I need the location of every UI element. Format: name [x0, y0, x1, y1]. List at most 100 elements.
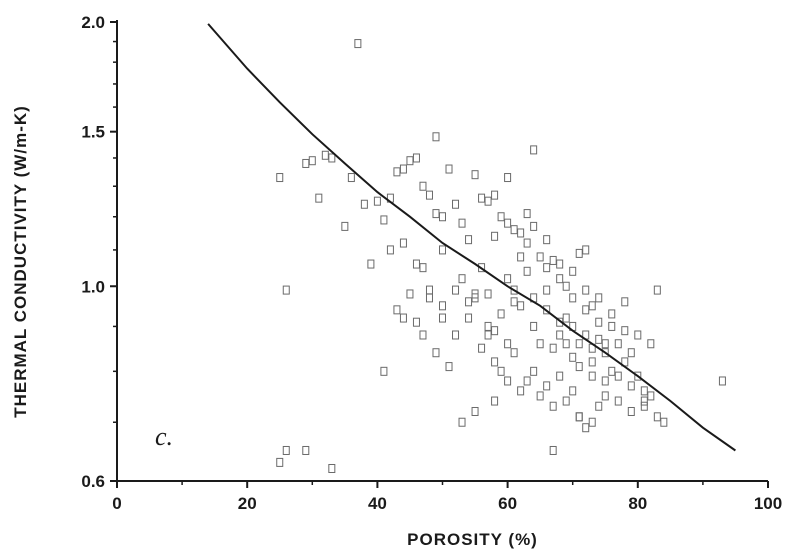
data-point [575, 412, 583, 422]
data-point [425, 293, 433, 303]
data-point [458, 417, 466, 427]
data-point [445, 164, 453, 174]
data-point [315, 193, 323, 203]
data-point [412, 153, 420, 163]
data-point [452, 285, 460, 295]
data-point [399, 238, 407, 248]
data-point [549, 445, 557, 455]
data-point [465, 313, 473, 323]
data-point [530, 145, 538, 155]
data-point [569, 386, 577, 396]
data-point [484, 330, 492, 340]
data-point [549, 343, 557, 353]
data-point [510, 297, 518, 307]
data-point [530, 366, 538, 376]
fit-curve [207, 23, 736, 452]
data-point [601, 391, 609, 401]
data-point [614, 396, 622, 406]
data-point [465, 297, 473, 307]
data-point [640, 401, 648, 411]
data-point [439, 301, 446, 311]
data-point [308, 156, 316, 166]
data-point [432, 132, 440, 142]
data-point [328, 463, 336, 473]
x-tick-label: 40 [368, 494, 387, 513]
data-point [517, 228, 525, 238]
data-point [452, 330, 460, 340]
data-point [634, 371, 642, 381]
data-point [647, 339, 655, 349]
data-point [412, 317, 420, 327]
data-point [582, 423, 590, 433]
data-point [419, 263, 427, 273]
data-point [562, 313, 570, 323]
data-point [549, 255, 557, 265]
data-point [523, 238, 531, 248]
data-point [478, 193, 486, 203]
data-point [491, 396, 499, 406]
data-point [601, 376, 609, 386]
x-axis-title: POROSITY (%) [407, 530, 538, 549]
data-point [393, 167, 401, 177]
y-tick-label: 2.0 [81, 13, 105, 32]
data-point [412, 259, 420, 269]
data-point [562, 396, 570, 406]
data-point [582, 245, 590, 255]
data-point [621, 326, 629, 336]
data-point [588, 301, 596, 311]
data-point [282, 445, 290, 455]
data-point [543, 305, 551, 315]
data-point [569, 266, 577, 276]
data-point [406, 156, 414, 166]
data-point [380, 366, 388, 376]
data-point [653, 412, 661, 422]
data-point [562, 339, 570, 349]
data-point [517, 386, 525, 396]
data-point [478, 263, 486, 273]
data-point [660, 417, 668, 427]
data-point [452, 199, 460, 209]
data-point [380, 215, 388, 225]
data-point [458, 274, 466, 284]
data-point [627, 381, 635, 391]
data-point [517, 252, 525, 262]
data-point [504, 218, 512, 228]
data-point [510, 285, 518, 295]
axes [116, 20, 768, 482]
data-point [439, 245, 446, 255]
data-point [627, 406, 635, 416]
data-point [549, 401, 557, 411]
data-point [425, 285, 433, 295]
data-point [569, 352, 577, 362]
data-point [595, 293, 603, 303]
y-axis-ticks: 0.6 1.0 1.5 2.0 [81, 13, 117, 491]
data-point [484, 196, 492, 206]
data-point [634, 330, 642, 340]
data-point [556, 371, 564, 381]
x-axis-ticks: 0 20 40 60 80 100 [112, 481, 782, 513]
data-point [647, 391, 655, 401]
data-point [302, 445, 310, 455]
data-point [601, 339, 609, 349]
data-point [588, 357, 596, 367]
data-point [595, 334, 603, 344]
data-point [543, 235, 551, 245]
x-tick-label: 60 [498, 494, 517, 513]
data-point [491, 326, 499, 336]
x-tick-label: 20 [238, 494, 257, 513]
data-point [406, 289, 414, 299]
data-point [425, 190, 433, 200]
data-point [608, 309, 616, 319]
data-point [276, 457, 284, 467]
data-point [439, 313, 446, 323]
data-point [530, 221, 538, 231]
data-point [517, 301, 525, 311]
data-point [504, 173, 512, 183]
data-point [399, 313, 407, 323]
data-point [439, 212, 446, 222]
data-point [478, 343, 486, 353]
data-point [543, 263, 551, 273]
data-point [504, 376, 512, 386]
data-point [595, 401, 603, 411]
